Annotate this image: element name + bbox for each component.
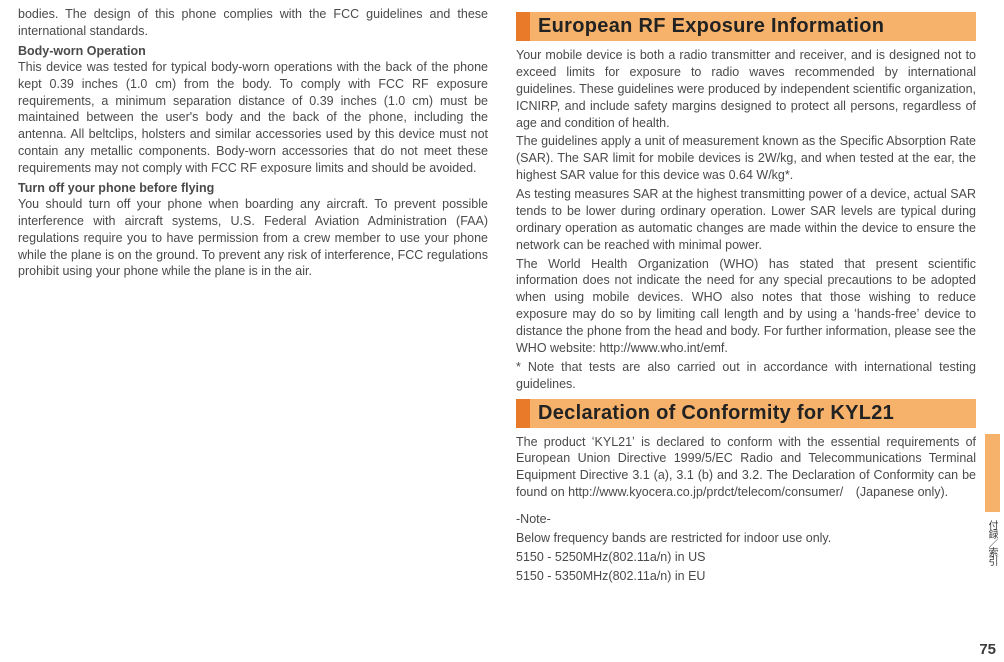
section-heading-declaration: Declaration of Conformity for KYL21 [516,399,976,428]
body-text: This device was tested for typical body-… [18,59,488,177]
body-text: 5150 - 5250MHz(802.11a/n) in US [516,549,976,566]
note-heading: -Note- [516,511,976,528]
body-text: You should turn off your phone when boar… [18,196,488,280]
body-text: The guidelines apply a unit of measureme… [516,133,976,184]
side-tab-marker [985,434,1000,512]
subheading-turn-off: Turn off your phone before flying [18,181,488,195]
body-text: 5150 - 5350MHz(802.11a/n) in EU [516,568,976,585]
body-text: * Note that tests are also carried out i… [516,359,976,393]
subheading-body-worn: Body-worn Operation [18,44,488,58]
body-text: bodies. The design of this phone complie… [18,6,488,40]
body-text: As testing measures SAR at the highest t… [516,186,976,254]
body-text: Your mobile device is both a radio trans… [516,47,976,131]
section-heading-rf-exposure: European RF Exposure Information [516,12,976,41]
side-tab-label: 付録／索引 [985,520,997,565]
body-text: Below frequency bands are restricted for… [516,530,976,547]
body-text: The product ʻKYL21ʼ is declared to confo… [516,434,976,502]
page-number: 75 [979,641,996,658]
body-text: The World Health Organization (WHO) has … [516,256,976,357]
